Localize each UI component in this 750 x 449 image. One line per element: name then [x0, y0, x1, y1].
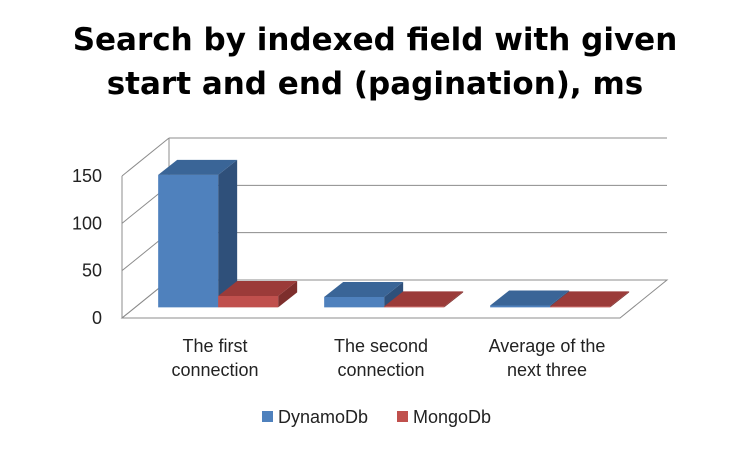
- x-tick-label: next three: [507, 360, 587, 380]
- bar: [218, 295, 279, 308]
- bar-side: [444, 291, 464, 308]
- bar-top: [218, 280, 298, 296]
- bar: [384, 306, 445, 308]
- bar-side: [218, 159, 238, 308]
- bar-top: [550, 291, 630, 307]
- bar-side: [610, 291, 630, 308]
- y-tick-label: 0: [92, 308, 102, 328]
- x-tick-label: The first: [182, 336, 247, 356]
- y-tick-label: 150: [72, 166, 102, 186]
- bar-top: [490, 290, 570, 306]
- bar: [550, 306, 611, 308]
- bar-side: [384, 281, 404, 308]
- chart-title: Search by indexed field with given start…: [0, 18, 750, 106]
- x-tick-label: connection: [171, 360, 258, 380]
- legend-label: MongoDb: [413, 407, 491, 427]
- bar-top: [158, 159, 238, 175]
- floor: [120, 279, 669, 319]
- bar-top: [324, 281, 404, 297]
- side-wall-gridline: [121, 137, 170, 177]
- x-tick-label: The second: [334, 336, 428, 356]
- legend-swatch: [262, 411, 273, 422]
- chart-title-line-1: Search by indexed field with given: [72, 22, 678, 58]
- y-tick-label: 50: [82, 261, 102, 281]
- bar: [158, 174, 219, 308]
- legend-swatch: [397, 411, 408, 422]
- bar-side: [278, 280, 298, 308]
- x-tick-label: connection: [337, 360, 424, 380]
- chart-title-line-2: start and end (pagination), ms: [106, 66, 644, 102]
- y-tick-label: 100: [72, 213, 102, 233]
- bar: [490, 305, 551, 308]
- bar-top: [384, 291, 464, 307]
- legend-label: DynamoDb: [278, 407, 368, 427]
- bar: [324, 296, 385, 308]
- x-tick-label: Average of the: [489, 336, 606, 356]
